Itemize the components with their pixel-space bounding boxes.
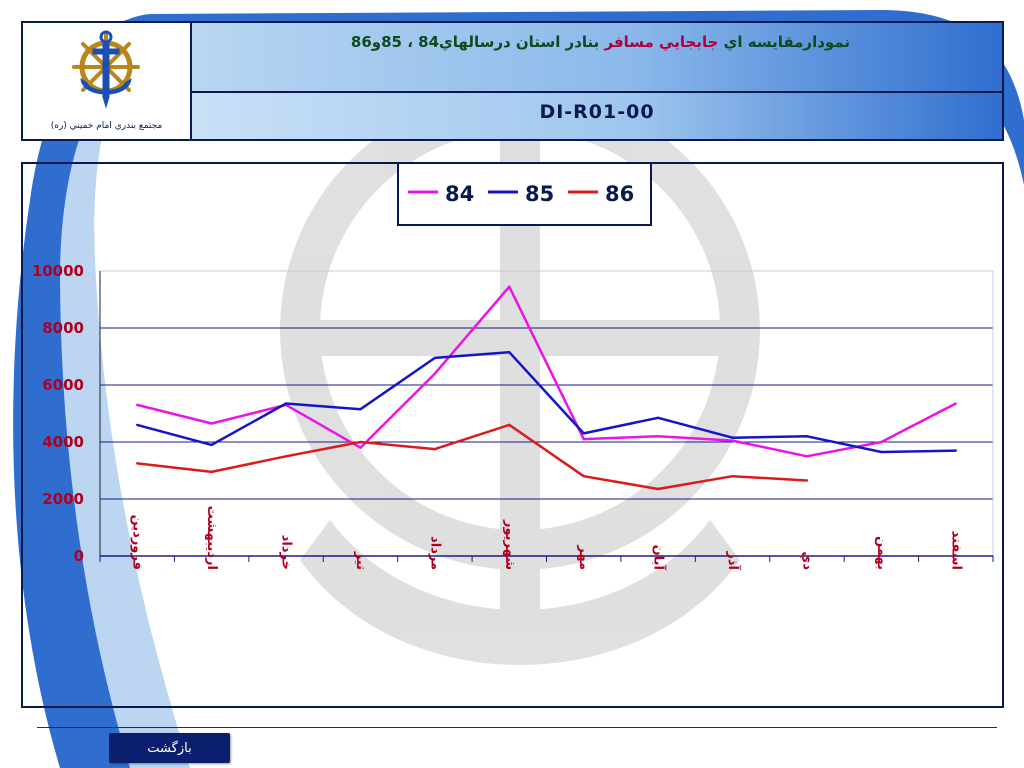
y-tick-label: 0 (74, 547, 84, 565)
title-cell: نمودارمقايسه اي جابجايي مسافر بنادر استا… (192, 23, 1002, 93)
data-point-86 (433, 447, 437, 451)
x-tick-label: دي (799, 551, 814, 570)
header-table: مجتمع بندري امام خميني (ره) نمودارمقايسه… (21, 21, 1004, 141)
data-point-86 (656, 487, 660, 491)
data-point-85 (210, 443, 213, 447)
data-point-84 (954, 402, 957, 405)
back-button[interactable]: بازگشت (109, 733, 230, 763)
data-point-85 (136, 423, 139, 427)
data-point-84 (359, 446, 362, 449)
series-layer (136, 285, 957, 491)
legend-box (397, 162, 652, 226)
series-line-85 (136, 350, 956, 454)
y-tick-label: 6000 (42, 376, 84, 394)
data-point-85 (954, 449, 957, 452)
data-point-84 (508, 285, 511, 288)
axis-layer: 0 2000 4000 6000 8000 10000 فروردين ارديبهشت خرد… (32, 262, 994, 571)
data-point-85 (582, 432, 585, 435)
legend-label-86: 86 (605, 182, 634, 206)
x-tick-label: آذر (725, 550, 742, 570)
legend: 84 85 86 (397, 162, 652, 226)
x-tick-label: ارديبهشت (204, 506, 219, 570)
data-point-84 (582, 437, 585, 441)
y-tick-label: 4000 (42, 433, 84, 451)
logo-cell: مجتمع بندري امام خميني (ره) (23, 23, 192, 139)
legend-label-85: 85 (525, 182, 554, 206)
document-code: DI-R01-00 (539, 101, 655, 123)
data-point-84 (880, 440, 883, 444)
data-point-86 (731, 475, 734, 478)
page-title: نمودارمقايسه اي جابجايي مسافر بنادر استا… (351, 33, 850, 51)
data-point-84 (656, 435, 660, 438)
data-point-85 (656, 416, 660, 419)
data-point-85 (805, 435, 809, 438)
data-point-84 (136, 403, 139, 407)
data-point-85 (880, 450, 883, 454)
data-point-86 (136, 462, 139, 465)
grid-layer (100, 270, 994, 556)
footer-divider (37, 727, 997, 728)
legend-label-84: 84 (445, 182, 474, 206)
logo-caption: مجتمع بندري امام خميني (ره) (50, 121, 163, 131)
data-point-85 (731, 436, 734, 439)
data-point-85 (433, 356, 437, 360)
data-point-86 (508, 423, 511, 427)
data-point-84 (805, 455, 809, 458)
x-tick-label: مهر (576, 544, 591, 570)
title-part-3: بنادر استان درسالهاي84 ، 85و86 (350, 33, 605, 51)
data-point-84 (433, 372, 437, 375)
y-tick-label: 8000 (42, 319, 84, 337)
data-point-86 (284, 455, 288, 458)
anchor-wheel-logo-icon (72, 30, 140, 109)
data-point-84 (210, 422, 213, 425)
data-point-86 (805, 479, 809, 482)
data-point-86 (210, 470, 213, 474)
title-part-1: نمودارمقايسه اي (718, 33, 850, 51)
y-tick-label: 2000 (42, 490, 84, 508)
x-tick-label: خرداد (279, 535, 294, 570)
series-line-86 (137, 423, 808, 491)
x-tick-label: مرداد (427, 536, 442, 570)
x-tick-label: فروردين (130, 515, 145, 570)
x-tick-label: اسفند (948, 531, 963, 570)
x-tick-label: شهريور (502, 519, 517, 570)
x-tick-label: تير (353, 551, 368, 570)
x-tick-label: آبان (651, 545, 668, 571)
code-cell: DI-R01-00 (192, 93, 1002, 139)
data-point-85 (508, 351, 511, 354)
data-point-85 (284, 402, 288, 405)
data-point-86 (582, 475, 585, 478)
title-part-highlight: جابجايي مسافر (604, 33, 719, 51)
data-point-85 (359, 408, 362, 411)
series-line-84 (136, 285, 957, 458)
x-tick-label: بهمن (874, 536, 889, 570)
data-point-86 (359, 440, 362, 444)
data-point-84 (731, 439, 734, 442)
y-tick-label: 10000 (32, 262, 84, 280)
